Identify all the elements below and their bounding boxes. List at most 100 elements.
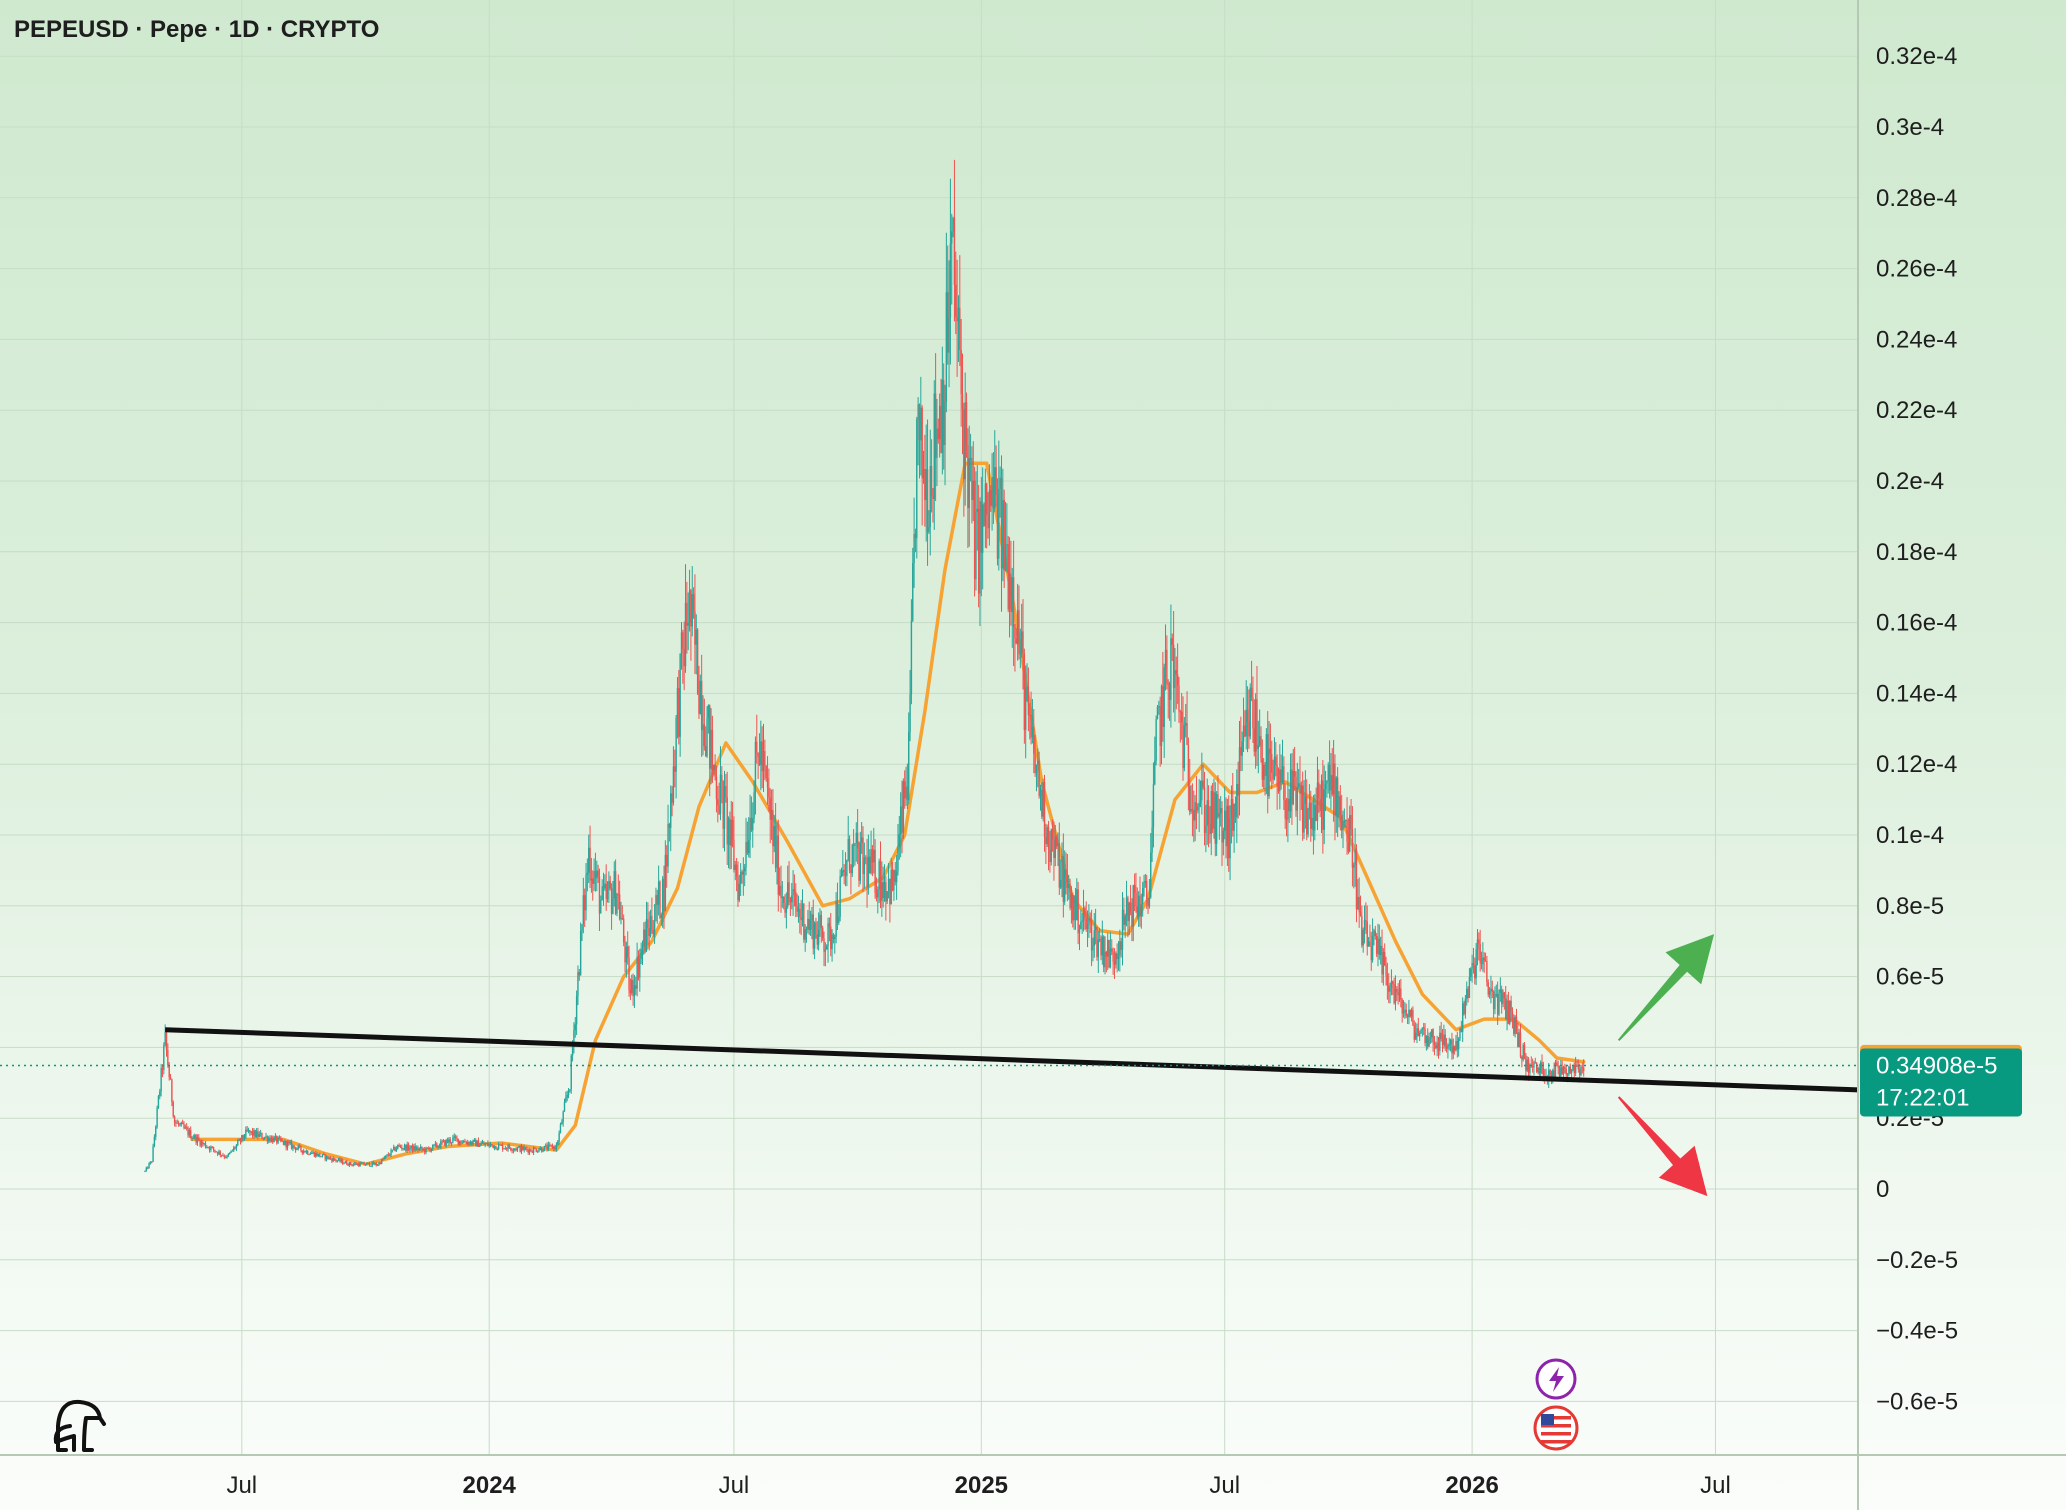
candle [574, 1016, 576, 1038]
candle-body [886, 891, 888, 902]
candle [774, 802, 777, 873]
candle [971, 446, 973, 524]
candle [364, 1163, 367, 1166]
candle-body [1482, 957, 1484, 965]
candle [233, 1145, 235, 1153]
candle-body [269, 1138, 271, 1142]
candle-body [251, 1131, 254, 1136]
candle [1240, 716, 1242, 772]
candle [678, 670, 680, 745]
candle [776, 821, 778, 885]
candle-body [254, 1130, 256, 1138]
candle-body [1300, 785, 1303, 794]
candle-body [1424, 1028, 1426, 1043]
candle-body [795, 891, 797, 906]
candle [1275, 742, 1277, 777]
candle [1236, 769, 1238, 844]
candle [830, 912, 832, 957]
candle-body [1217, 794, 1219, 817]
candle-body [676, 688, 679, 718]
candle [211, 1145, 213, 1149]
candle [418, 1147, 420, 1152]
candle [632, 973, 634, 1006]
candle-body [1226, 805, 1229, 847]
candle [421, 1146, 423, 1153]
candle-body [1072, 894, 1074, 921]
candle [1047, 820, 1050, 871]
candle [1424, 1023, 1426, 1047]
candle [1284, 783, 1286, 829]
candle [1260, 726, 1262, 763]
candle-body [1412, 1009, 1414, 1026]
candle-body [497, 1144, 500, 1149]
candle-body [155, 1126, 157, 1137]
candle [644, 921, 646, 954]
candle-body [1304, 796, 1307, 804]
candle [1172, 610, 1175, 713]
candle [410, 1145, 412, 1151]
candle [1030, 691, 1032, 745]
candle [1201, 752, 1203, 815]
candle-body [940, 405, 942, 453]
candle-body [834, 936, 836, 939]
candle-body [1470, 968, 1472, 977]
candle [1008, 537, 1011, 638]
candle [153, 1134, 156, 1148]
candle-body [1487, 982, 1489, 995]
trendline[interactable] [165, 1027, 1859, 1093]
candle [1187, 737, 1190, 811]
candle [1123, 897, 1125, 931]
candle [667, 804, 669, 874]
candle-body [1346, 820, 1348, 842]
candle-body [1570, 1069, 1573, 1073]
candle [171, 1078, 173, 1107]
candle-body [926, 469, 929, 533]
candle [831, 929, 833, 962]
candle [797, 895, 800, 923]
candle [1156, 704, 1159, 720]
candle-body [657, 881, 660, 905]
candle-body [895, 871, 898, 883]
candle-body [723, 786, 726, 829]
candle [733, 816, 735, 873]
candle [212, 1146, 215, 1153]
candle [1031, 698, 1034, 744]
candle-body [1379, 945, 1382, 955]
candle-body [152, 1146, 154, 1162]
candle-body [633, 985, 636, 997]
candle [613, 861, 615, 907]
candle-body [1033, 727, 1035, 754]
candle [1022, 599, 1024, 690]
candle-body [1264, 764, 1266, 776]
candle [785, 892, 788, 929]
candle-body [453, 1136, 455, 1138]
candle [1026, 663, 1028, 702]
candle-body [585, 874, 587, 911]
candle-body [1492, 991, 1495, 1010]
candle-body [891, 869, 894, 891]
arrow-up-annotation [1617, 934, 1715, 1041]
candle-body [973, 480, 976, 580]
candle [325, 1155, 328, 1162]
candle [581, 924, 583, 942]
candle [600, 895, 602, 914]
candle-body [1396, 988, 1398, 993]
candle-body [249, 1130, 251, 1133]
candle-body [878, 861, 880, 890]
candle [449, 1137, 451, 1145]
candle [812, 899, 814, 955]
candle [1269, 723, 1272, 782]
candle [682, 629, 684, 684]
candle [847, 815, 849, 862]
candle-body [1277, 786, 1280, 792]
candle-body [787, 882, 789, 907]
candle [176, 1119, 178, 1124]
candle [793, 874, 796, 907]
candle-body [1418, 1033, 1421, 1037]
candle [1351, 806, 1354, 887]
candle [640, 942, 642, 965]
candle-body [1107, 939, 1109, 957]
candle [664, 840, 667, 912]
candle [742, 857, 745, 896]
